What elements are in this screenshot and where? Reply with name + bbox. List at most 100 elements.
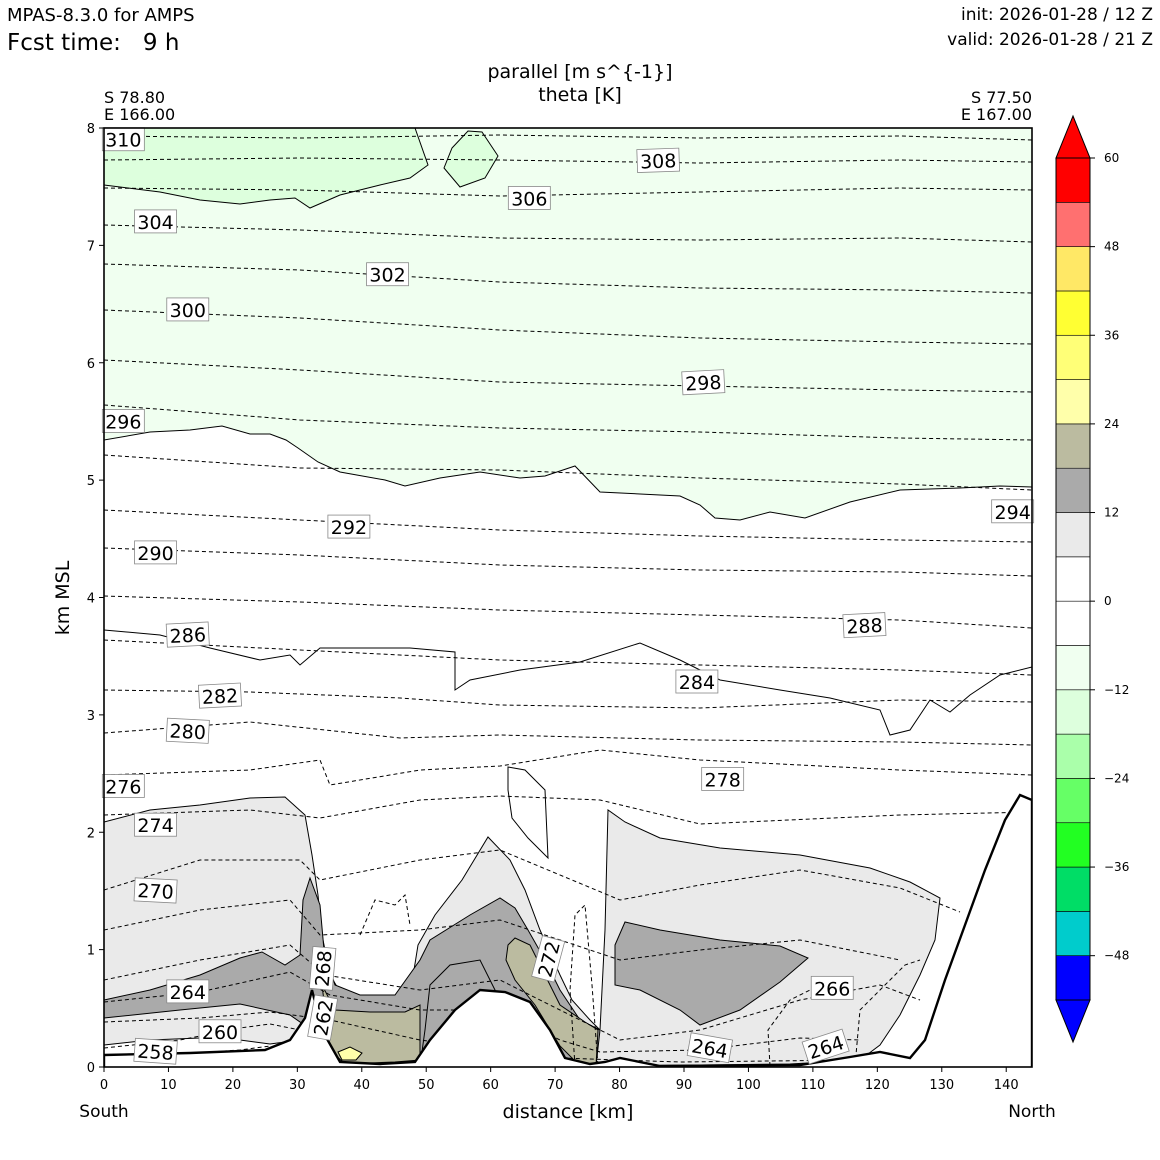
theta-contour bbox=[104, 1011, 861, 1063]
theta-label-text: 266 bbox=[814, 978, 850, 1000]
x-tick-label: 100 bbox=[736, 1078, 761, 1093]
colorbar-segment bbox=[1055, 689, 1091, 735]
colorbar-segment bbox=[1055, 157, 1091, 203]
theta-label: 258 bbox=[133, 1037, 178, 1065]
theta-label: 282 bbox=[197, 682, 242, 709]
theta-label: 264 bbox=[166, 979, 210, 1004]
theta-label-text: 270 bbox=[137, 880, 174, 904]
colorbar-tick-label: −24 bbox=[1104, 771, 1129, 785]
theta-label-text: 306 bbox=[511, 188, 547, 210]
theta-contour bbox=[104, 404, 1032, 441]
colorbar-segment bbox=[1055, 246, 1091, 292]
theta-label: 276 bbox=[101, 774, 145, 798]
theta-label-box bbox=[101, 774, 145, 798]
y-axis-label: km MSL bbox=[52, 560, 74, 635]
theta-label-text: 300 bbox=[170, 300, 206, 322]
x-axis: 0 10 20 30 40 50 60 70 80 90 100 110 120 130 140 bbox=[100, 1067, 1019, 1093]
theta-label-box bbox=[133, 877, 178, 904]
theta-contour bbox=[104, 899, 901, 961]
colorbar-segment bbox=[1055, 379, 1091, 425]
theta-label: 296 bbox=[101, 409, 145, 433]
theta-label: 304 bbox=[134, 209, 177, 234]
theta-label-box bbox=[531, 935, 566, 983]
colorbar-tick-label: −36 bbox=[1104, 860, 1129, 874]
theta-label: 280 bbox=[165, 717, 210, 744]
colorbar-segment bbox=[1055, 955, 1091, 1001]
theta-label-box bbox=[366, 262, 409, 287]
theta-label-box bbox=[165, 717, 210, 744]
x-tick-label: 110 bbox=[800, 1078, 825, 1093]
y-tick-label: 2 bbox=[87, 826, 95, 841]
y-tick-label: 5 bbox=[87, 474, 95, 489]
theta-label-box bbox=[134, 812, 177, 837]
colorbar-tick-label: −12 bbox=[1104, 683, 1129, 697]
x-tick-label: 40 bbox=[354, 1078, 371, 1093]
colorbar-segment bbox=[1055, 822, 1091, 868]
theta-label: 298 bbox=[681, 369, 726, 396]
theta-contour bbox=[359, 893, 411, 936]
x-tick-label: 80 bbox=[611, 1078, 628, 1093]
theta-label-text: 258 bbox=[137, 1041, 175, 1065]
colorbar-segment bbox=[1055, 556, 1091, 602]
forecast-time-value: 9 h bbox=[142, 30, 180, 56]
x-tick-label: 0 bbox=[100, 1078, 108, 1093]
y-tick-label: 3 bbox=[87, 709, 95, 724]
colorbar-segment bbox=[1055, 911, 1091, 956]
colorbar: 60 48 36 24 12 0 −12 −24 −36 −48 bbox=[1055, 114, 1129, 1044]
theta-label-box bbox=[101, 409, 145, 433]
colorbar-segment bbox=[1055, 645, 1091, 691]
filled-contours bbox=[104, 128, 1032, 1067]
theta-label-box bbox=[198, 1019, 242, 1044]
forecast-time: Fcst time: 9 h bbox=[7, 30, 179, 56]
theta-label: 260 bbox=[198, 1019, 242, 1044]
colorbar-tick-label: 60 bbox=[1104, 151, 1119, 165]
theta-label-box bbox=[308, 946, 337, 991]
theta-contour bbox=[104, 157, 1032, 164]
theta-label-box bbox=[801, 1028, 850, 1065]
colorbar-tick-label: 36 bbox=[1104, 328, 1119, 342]
theta-label-text: 302 bbox=[369, 265, 405, 287]
theta-contour bbox=[104, 795, 1032, 825]
x-tick-label: 60 bbox=[482, 1078, 499, 1093]
south-label: South bbox=[79, 1102, 128, 1122]
colorbar-segment bbox=[1055, 733, 1091, 779]
solid-contour-inner-loop bbox=[507, 766, 549, 860]
theta-label: 278 bbox=[701, 767, 745, 791]
theta-label: 270 bbox=[133, 877, 178, 904]
colorbar-tick-label: 24 bbox=[1104, 417, 1119, 431]
theta-label-text: 286 bbox=[169, 624, 206, 648]
theta-label-text: 308 bbox=[640, 150, 677, 173]
theta-contour bbox=[104, 721, 1032, 746]
x-tick-label: 10 bbox=[160, 1078, 177, 1093]
theta-label: 268 bbox=[308, 946, 337, 991]
theta-label-box bbox=[134, 209, 177, 234]
colorbar-segment bbox=[1055, 290, 1091, 336]
theta-label-box bbox=[327, 514, 371, 539]
left-end-lon: E 166.00 bbox=[104, 105, 175, 124]
colorbar-segment bbox=[1055, 423, 1091, 469]
theta-contour bbox=[104, 849, 961, 913]
theta-label-box bbox=[675, 669, 719, 694]
theta-label-text: 282 bbox=[201, 685, 238, 709]
theta-label-text: 296 bbox=[105, 411, 141, 433]
theta-label-box bbox=[134, 540, 177, 565]
theta-label-box bbox=[165, 621, 210, 648]
theta-contour bbox=[104, 547, 1032, 577]
theta-contour bbox=[854, 959, 921, 1067]
y-tick-label: 6 bbox=[87, 357, 95, 372]
theta-label: 294 bbox=[991, 499, 1035, 524]
colorbar-segment bbox=[1055, 334, 1091, 380]
theta-contour bbox=[767, 989, 811, 1067]
left-end-lat: S 78.80 bbox=[104, 88, 165, 107]
theta-label-text: 288 bbox=[846, 615, 883, 639]
fill-yellow-spot bbox=[337, 1046, 363, 1061]
theta-contour bbox=[104, 309, 1032, 345]
theta-contour bbox=[569, 903, 599, 1067]
right-end-lon: E 167.00 bbox=[961, 105, 1032, 124]
theta-contour bbox=[104, 509, 1032, 543]
theta-label: 274 bbox=[134, 812, 177, 837]
theta-label-box bbox=[166, 297, 210, 322]
model-title: MPAS-8.3.0 for AMPS bbox=[7, 5, 195, 26]
x-tick-label: 140 bbox=[994, 1078, 1019, 1093]
